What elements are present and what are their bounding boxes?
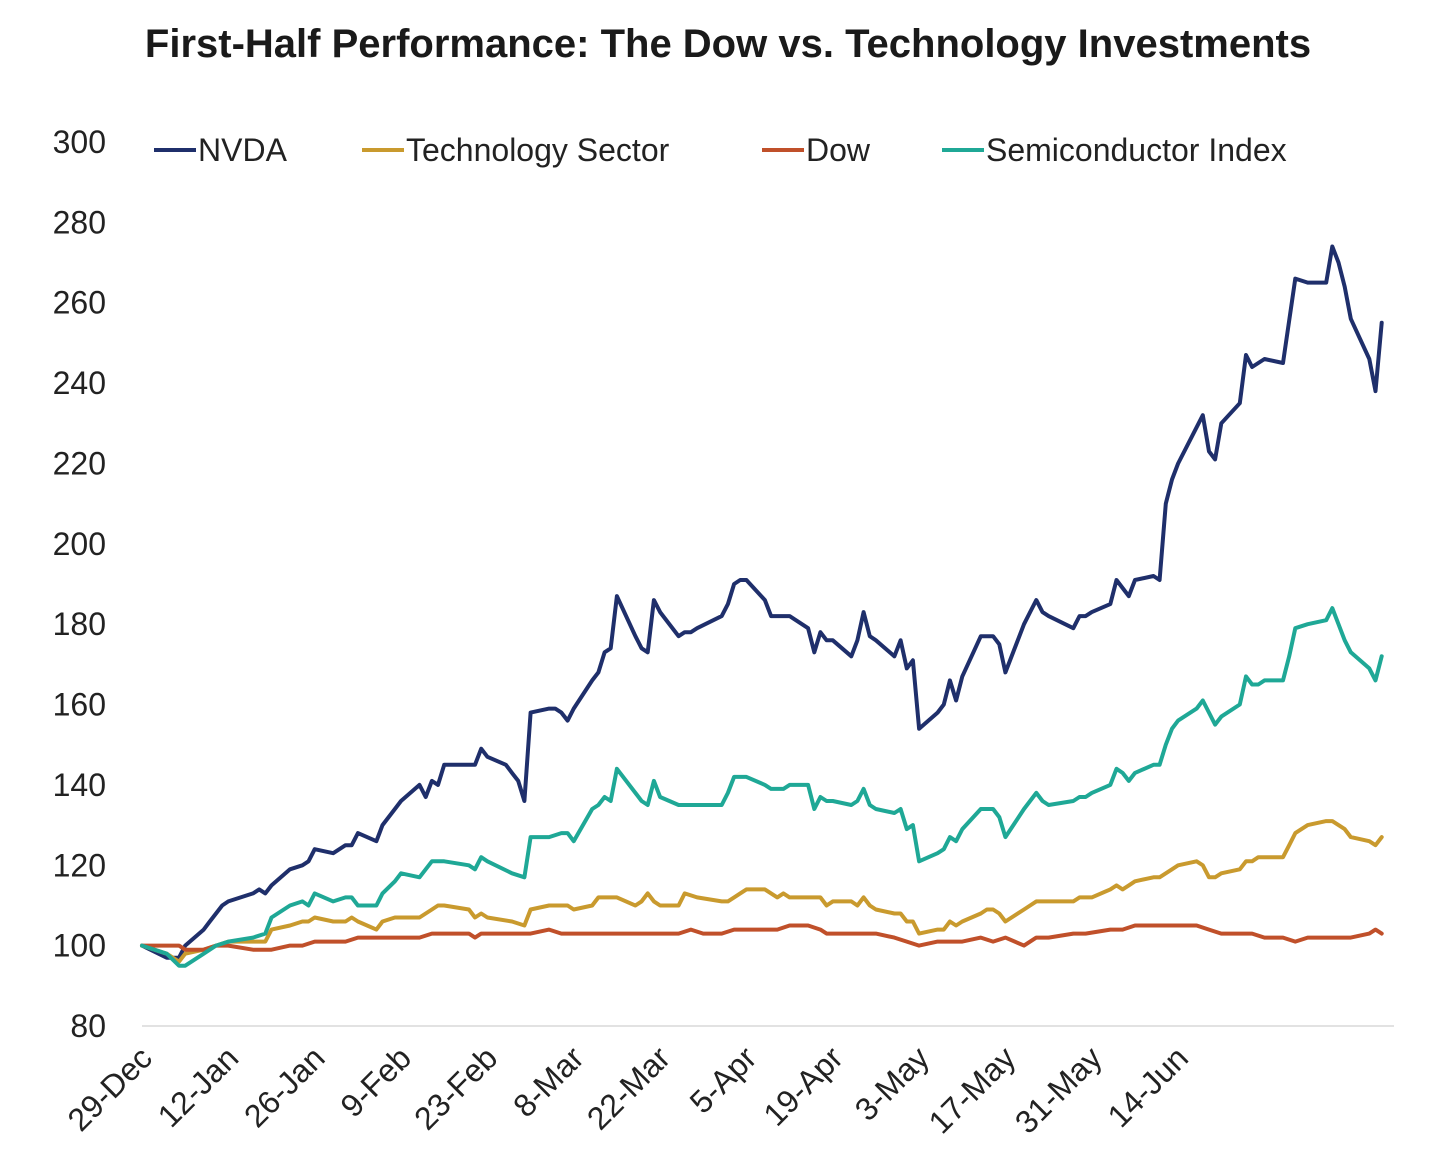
y-axis: 80 100 120 140 160 180 200 220 240 260 280 300 <box>53 124 106 1044</box>
series-line-semiconductor-index <box>140 606 1384 968</box>
series-line-nvda <box>140 244 1384 960</box>
x-tick-label: 5-Apr <box>683 1039 764 1120</box>
series-line-technology-sector <box>140 819 1384 964</box>
y-tick-label: 120 <box>53 847 106 883</box>
y-tick-label: 140 <box>53 767 106 803</box>
y-tick-label: 280 <box>53 204 106 240</box>
legend-label: NVDA <box>198 132 288 168</box>
x-tick-label: 22-Mar <box>580 1039 677 1136</box>
x-tick-label: 14-Jun <box>1100 1039 1195 1134</box>
x-tick-label: 8-Mar <box>506 1039 591 1124</box>
x-tick-label: 9-Feb <box>333 1039 418 1124</box>
series-lines <box>140 244 1384 968</box>
x-tick-label: 23-Feb <box>407 1039 504 1136</box>
legend-label: Technology Sector <box>406 132 670 168</box>
y-tick-label: 220 <box>53 445 106 481</box>
y-tick-label: 180 <box>53 606 106 642</box>
x-tick-label: 29-Dec <box>61 1039 159 1137</box>
x-tick-label: 19-Apr <box>756 1039 850 1133</box>
y-tick-label: 160 <box>53 687 106 723</box>
y-tick-label: 100 <box>53 928 106 964</box>
y-tick-label: 260 <box>53 285 106 321</box>
x-tick-label: 17-May <box>921 1039 1022 1140</box>
x-tick-label: 12-Jan <box>151 1039 246 1134</box>
legend-label: Dow <box>806 132 871 168</box>
x-tick-label: 31-May <box>1008 1039 1109 1140</box>
chart-legend: NVDA Technology Sector Dow Semiconductor In… <box>154 132 1287 168</box>
y-tick-label: 80 <box>70 1008 106 1044</box>
x-tick-label: 26-Jan <box>237 1039 332 1134</box>
chart-title: First-Half Performance: The Dow vs. Tech… <box>144 22 1312 66</box>
y-tick-label: 200 <box>53 526 106 562</box>
legend-label: Semiconductor Index <box>986 132 1287 168</box>
series-line-dow <box>140 923 1384 952</box>
y-tick-label: 300 <box>53 124 106 160</box>
y-tick-label: 240 <box>53 365 106 401</box>
